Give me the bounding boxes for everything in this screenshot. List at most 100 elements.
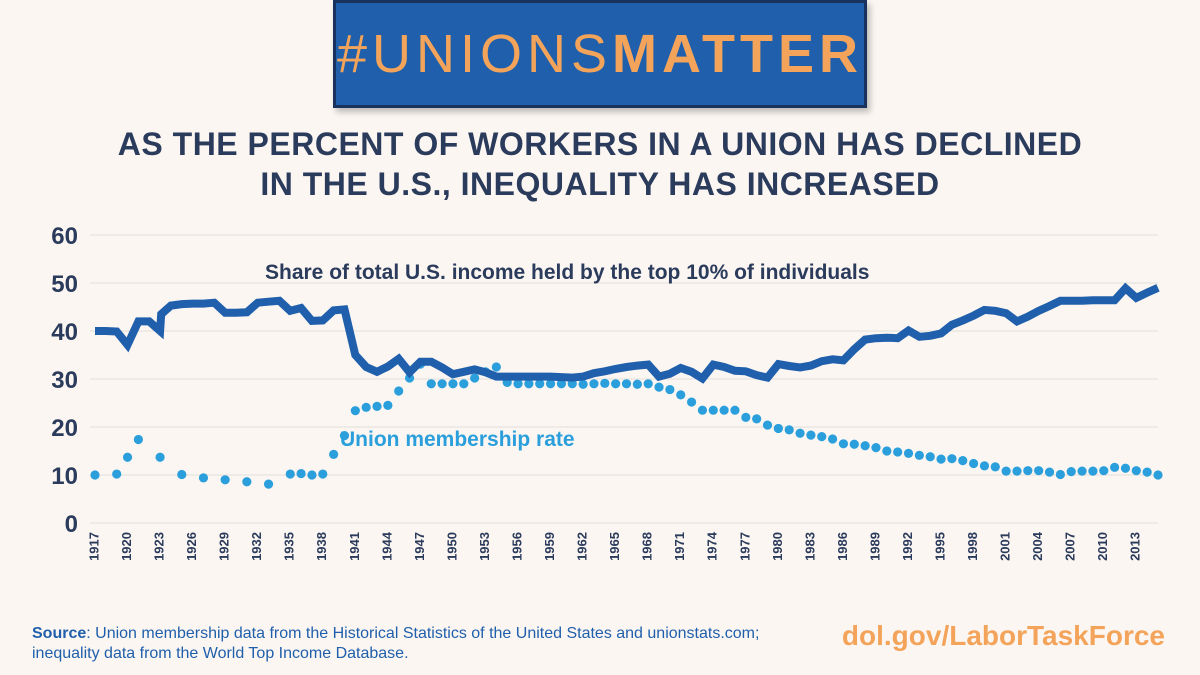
union-rate-point <box>1120 463 1131 473</box>
x-tick-label: 1926 <box>184 532 199 561</box>
union-rate-point <box>1044 467 1055 477</box>
union-rate-point <box>773 423 783 434</box>
x-tick-label: 1923 <box>152 532 167 561</box>
union-rate-point <box>838 439 849 449</box>
union-rate-point <box>339 431 350 441</box>
union-rate-point <box>632 379 642 389</box>
union-rate-point <box>307 470 317 480</box>
union-rate-point <box>296 468 306 479</box>
union-rate-point <box>903 448 914 458</box>
union-rate-point <box>817 432 827 442</box>
source-text-2: inequality data from the World Top Incom… <box>32 645 409 662</box>
source-text: : Union membership data from the Histori… <box>86 625 760 642</box>
x-tick-label: 1995 <box>932 532 947 561</box>
union-rate-point <box>795 428 805 438</box>
union-rate-point <box>936 454 946 464</box>
x-tick-label: 1935 <box>282 532 297 561</box>
union-rate-point <box>654 382 664 392</box>
union-rate-point <box>448 379 458 389</box>
x-tick-label: 1968 <box>640 532 655 561</box>
union-rate-point <box>676 390 686 400</box>
union-rate-point <box>611 379 621 389</box>
union-rate-point <box>1034 466 1044 476</box>
union-rate-point <box>112 469 122 479</box>
y-tick-label: 50 <box>51 271 78 298</box>
x-tick-label: 1959 <box>542 532 557 561</box>
union-rate-point <box>621 379 632 389</box>
x-tick-label: 1947 <box>412 532 427 561</box>
y-tick-label: 20 <box>51 415 78 442</box>
website-link[interactable]: dol.gov/LaborTaskForce <box>841 620 1165 651</box>
union-rate-point <box>198 473 209 483</box>
x-tick-label: 1971 <box>672 532 687 561</box>
union-rate-point <box>849 439 859 449</box>
x-tick-label: 2007 <box>1063 532 1078 561</box>
x-tick-label: 2013 <box>1128 532 1143 561</box>
union-rate-point <box>361 402 371 412</box>
y-tick-label: 10 <box>51 463 78 490</box>
union-rate-point <box>914 450 924 460</box>
union-rate-point <box>242 477 252 487</box>
union-rate-point <box>708 405 718 415</box>
x-tick-label: 1986 <box>835 532 850 561</box>
union-rate-point <box>318 469 328 479</box>
union-rate-point <box>1012 466 1022 476</box>
union-rate-point <box>437 379 447 389</box>
union-rate-point <box>220 475 230 485</box>
union-rate-point <box>784 425 794 435</box>
union-rate-point <box>535 379 545 389</box>
union-rate-point <box>524 379 534 389</box>
union-rate-point <box>1066 467 1076 477</box>
x-tick-label: 1992 <box>900 532 915 561</box>
banner-matter: MATTER <box>612 24 864 84</box>
x-tick-label: 1920 <box>119 532 134 561</box>
union-rate-point <box>545 379 556 389</box>
union-rate-point <box>1055 469 1065 480</box>
union-rate-point <box>697 405 708 415</box>
union-rate-point <box>133 434 143 445</box>
income-share-line <box>95 282 1160 384</box>
union-rate-point <box>567 379 577 389</box>
union-rate-point <box>860 441 870 451</box>
union-rate-point <box>827 434 838 444</box>
union-rate-point <box>513 379 523 389</box>
x-tick-label: 2001 <box>998 532 1013 561</box>
union-rate-point <box>329 449 339 459</box>
union-rate-point <box>1023 466 1033 476</box>
title-line-1: AS THE PERCENT OF WORKERS IN A UNION HAS… <box>117 126 1083 162</box>
union-rate-point <box>491 362 501 372</box>
union-rate-point <box>1001 466 1011 476</box>
union-rate-point <box>470 373 480 383</box>
source-note: Source: Union membership data from the H… <box>32 624 822 664</box>
union-rate-point <box>665 384 675 395</box>
unions-matter-banner: # UNIONS MATTER <box>333 0 867 108</box>
union-rate-point <box>1110 462 1120 472</box>
y-tick-label: 60 <box>51 223 78 250</box>
union-rate-point <box>459 379 469 389</box>
union-rate-point <box>741 412 751 422</box>
union-rate-point <box>1077 466 1087 476</box>
x-tick-label: 1950 <box>444 532 459 561</box>
union-rate-point <box>263 479 274 489</box>
x-tick-label: 1998 <box>965 532 980 561</box>
x-tick-label: 1941 <box>347 532 362 561</box>
x-tick-label: 1983 <box>802 532 817 561</box>
union-rate-point <box>578 379 588 389</box>
union-rate-point <box>1142 467 1152 477</box>
union-rate-point <box>600 378 610 388</box>
x-tick-label: 1962 <box>575 532 590 561</box>
union-rate-point <box>177 469 187 480</box>
y-tick-label: 30 <box>51 367 78 394</box>
union-rate-point <box>1099 466 1109 476</box>
y-tick-label: 0 <box>65 511 78 538</box>
banner-hash: # <box>336 24 373 84</box>
union-rate-point <box>730 405 740 415</box>
union-rate-point <box>90 470 100 480</box>
union-rate-point <box>752 414 762 424</box>
x-tick-label: 1974 <box>705 531 720 561</box>
x-tick-label: 1938 <box>314 532 329 561</box>
union-rate-point <box>155 452 165 462</box>
y-tick-label: 40 <box>51 319 78 346</box>
union-rate-point <box>882 446 892 456</box>
x-tick-label: 1965 <box>607 532 622 561</box>
